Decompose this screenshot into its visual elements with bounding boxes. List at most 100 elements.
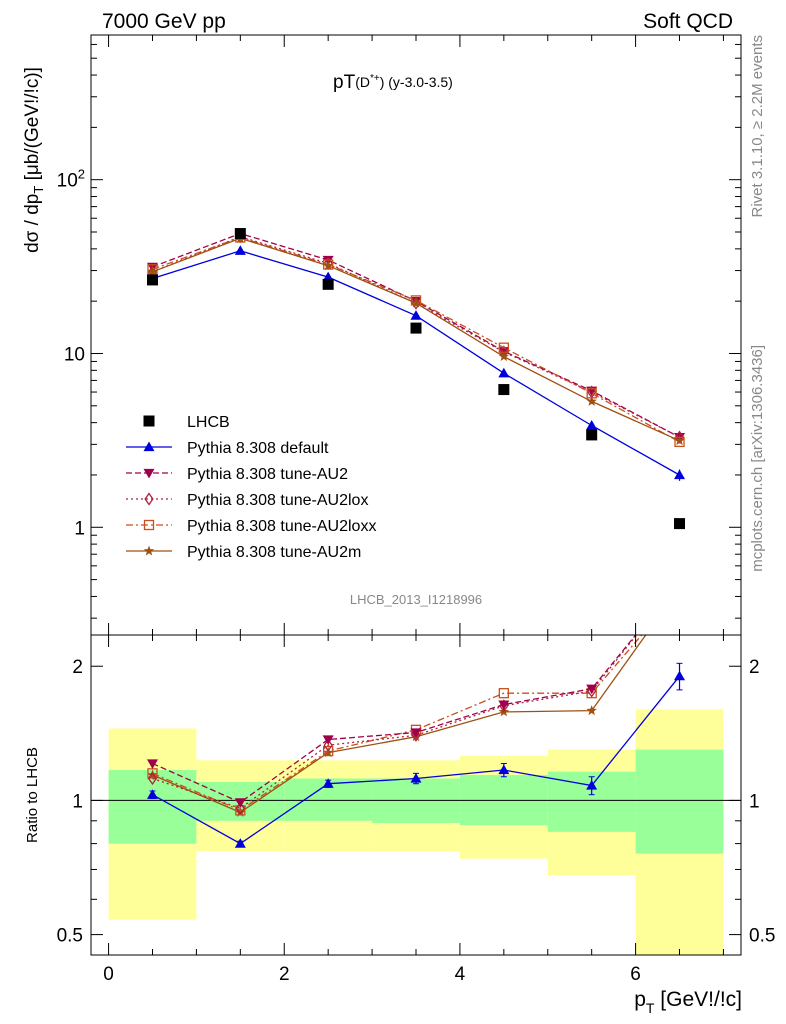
series-line-au2lox: [152, 236, 680, 438]
legend-label: LHCB: [187, 414, 230, 431]
point-au2lox: [411, 296, 421, 310]
ratio-xlabel: pT [GeV!/!c]: [634, 988, 742, 1016]
point-data: [146, 274, 158, 286]
ratio-point-au2: [234, 798, 246, 808]
legend-marker: [143, 519, 155, 531]
point-au2m: [147, 266, 158, 277]
ratio-series-au2: [146, 577, 685, 808]
ratio-point-au2m: [235, 806, 246, 817]
point-default: [410, 310, 422, 320]
band-inner: [108, 770, 197, 844]
legend-item-default: Pythia 8.308 default: [126, 440, 329, 457]
ratio-point-default: [586, 780, 598, 790]
ratio-ytick-label: 2: [72, 657, 83, 678]
series-au2lox: [147, 230, 685, 444]
legend-marker: [144, 492, 154, 506]
series-data: [146, 228, 686, 530]
ratio-point-au2: [586, 684, 598, 695]
ratio-ytick-label-right: 0.5: [749, 926, 775, 947]
analysis-id: LHCB_2013_I1218996: [350, 592, 482, 607]
ratio-point-au2: [674, 577, 685, 587]
series-au2: [146, 229, 686, 443]
ratio-point-au2loxx: [323, 745, 334, 757]
legend-label: Pythia 8.308 tune-AU2: [187, 466, 348, 483]
ratio-xtick-label: 0: [103, 964, 114, 985]
header-left: 7000 GeV pp: [102, 10, 226, 33]
point-data: [498, 384, 510, 396]
ratio-point-default: [234, 838, 246, 848]
point-default: [586, 420, 598, 430]
series-line-au2m: [152, 237, 680, 442]
point-data: [674, 518, 686, 530]
ratio-point-au2m: [586, 705, 597, 716]
ratio-point-au2lox: [235, 801, 245, 815]
point-data: [586, 429, 598, 441]
ratio-point-default: [674, 670, 686, 681]
legend-label: Pythia 8.308 tune-AU2loxx: [187, 518, 376, 535]
ratio-point-default: [410, 772, 422, 783]
ratio-point-default: [498, 764, 510, 775]
ratio-point-au2lox: [676, 576, 684, 587]
point-data: [410, 322, 422, 334]
ratio-point-au2m: [147, 769, 158, 780]
ratio-xtick-label: 4: [455, 964, 466, 985]
point-au2m: [674, 435, 685, 446]
ratio-ytick-label: 1: [72, 791, 83, 812]
point-data: [322, 278, 334, 290]
ratio-point-au2: [498, 700, 510, 711]
ratio-point-au2: [410, 728, 422, 739]
legend-marker: [143, 415, 155, 427]
main-plot: 1 10 102 pT(D*+) (y-3.0-3.5) LHCB_2013_I12…: [22, 34, 742, 636]
rivet-label: Rivet 3.1.10, ≥ 2.2M events: [749, 35, 766, 218]
point-au2m: [410, 297, 422, 308]
series-line-au2: [152, 232, 680, 438]
point-default: [234, 245, 246, 255]
legend-item-data: LHCB: [143, 414, 230, 431]
point-default: [498, 367, 510, 378]
point-default: [674, 469, 686, 480]
legend-marker: [143, 468, 155, 479]
ratio-point-au2loxx: [498, 688, 509, 699]
legend-marker: [143, 545, 155, 556]
main-ytick-label: 10: [64, 344, 85, 365]
ratio-ytick-label-right: 1: [749, 791, 760, 812]
band-inner: [635, 749, 724, 854]
ratio-series-default: [146, 662, 686, 848]
series-line-au2loxx: [152, 236, 680, 443]
point-au2m: [586, 395, 597, 406]
ratio-xtick-label: 2: [279, 964, 290, 985]
ratio-point-au2: [146, 759, 158, 770]
plot-title: pT(D*+) (y-3.0-3.5): [333, 72, 453, 93]
point-au2m: [498, 351, 510, 362]
ratio-point-au2m: [322, 747, 334, 758]
legend: LHCB Pythia 8.308 default Pythia 8.308 tun…: [126, 414, 376, 561]
ratio-point-au2m: [674, 582, 684, 592]
ratio-ylabel: Ratio to LHCB: [24, 747, 41, 843]
main-ytick-label: 1: [74, 518, 85, 539]
ratio-ytick-label-right: 2: [749, 657, 760, 678]
point-data: [234, 228, 246, 240]
main-ytick-label: 102: [57, 167, 85, 192]
ratio-point-au2lox: [147, 771, 158, 786]
ratio-point-au2lox: [323, 738, 333, 752]
legend-label: Pythia 8.308 tune-AU2m: [187, 544, 361, 561]
header-right: Soft QCD: [643, 10, 733, 33]
legend-item-au2loxx: Pythia 8.308 tune-AU2loxx: [126, 518, 376, 535]
ratio-ytick-label: 0.5: [57, 926, 83, 947]
legend-item-au2lox: Pythia 8.308 tune-AU2lox: [126, 492, 368, 509]
ratio-point-default: [322, 778, 334, 788]
main-ylabel: dσ / dpT [μb/(GeV!/!c)]: [22, 67, 46, 253]
mcplots-label: mcplots.cern.ch [arXiv:1306.3436]: [749, 345, 766, 572]
ratio-point-default: [146, 789, 158, 799]
series-default: [146, 245, 686, 481]
ratio-xtick-label: 6: [630, 964, 641, 985]
legend-marker: [143, 441, 155, 452]
ratio-plot: 0 2 4 6 0.5 0.5 1 1 2 2 Ratio to LHCB pT [GeV!/!c…: [24, 576, 775, 1016]
ratio-point-au2: [322, 735, 334, 745]
point-au2m: [322, 260, 334, 271]
legend-item-au2: Pythia 8.308 tune-AU2: [126, 466, 348, 483]
ratio-point-au2loxx: [675, 586, 684, 595]
legend-item-au2m: Pythia 8.308 tune-AU2m: [126, 544, 361, 561]
legend-label: Pythia 8.308 tune-AU2lox: [187, 492, 368, 509]
